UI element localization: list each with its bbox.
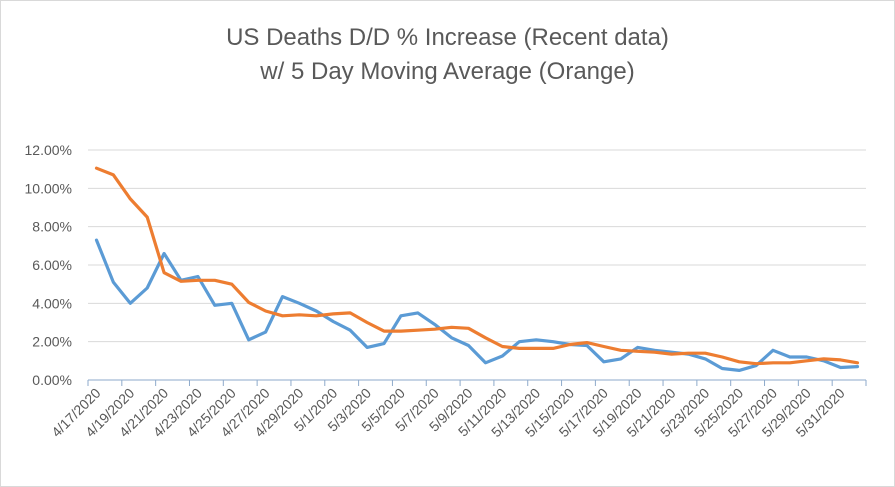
y-tick-label: 6.00% [32,257,72,273]
series-line-moving-average [94,166,860,366]
y-tick-label: 8.00% [32,219,72,235]
chart-title-line1: US Deaths D/D % Increase (Recent data) [226,24,669,51]
y-tick-label: 2.00% [32,334,72,350]
chart-title-line2: w/ 5 Day Moving Average (Orange) [260,58,635,85]
y-tick-label: 10.00% [25,180,72,196]
y-tick-label: 4.00% [32,295,72,311]
series-line-daily-increase [94,238,860,372]
y-tick-label: 12.00% [25,142,72,158]
y-tick-label: 0.00% [32,372,72,388]
